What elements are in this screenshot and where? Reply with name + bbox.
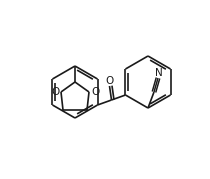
Text: N: N bbox=[155, 68, 163, 78]
Text: O: O bbox=[105, 76, 114, 86]
Text: O: O bbox=[51, 87, 59, 97]
Text: O: O bbox=[91, 87, 99, 97]
